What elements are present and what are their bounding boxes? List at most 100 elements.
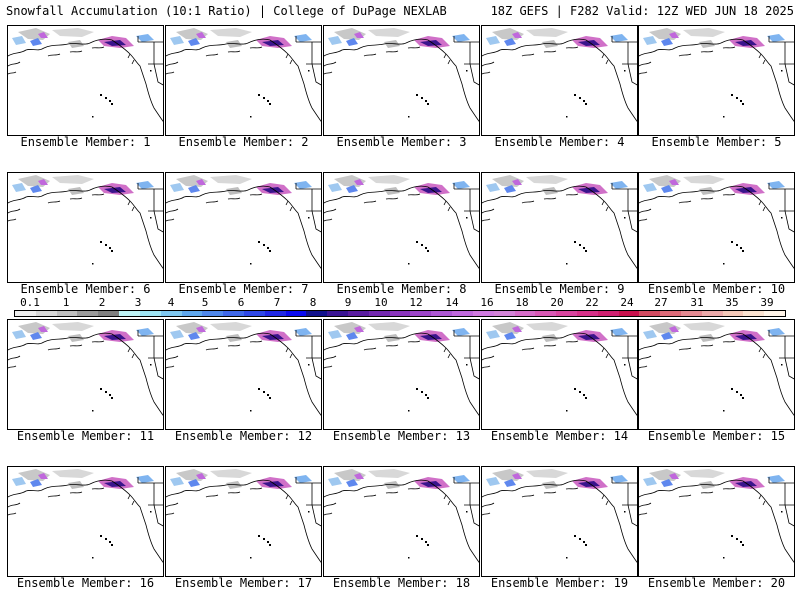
colorbar-swatch bbox=[77, 311, 99, 316]
snowfall-shading bbox=[12, 322, 154, 342]
islands bbox=[92, 217, 152, 265]
coastlines bbox=[639, 330, 794, 416]
snowfall-shading bbox=[170, 175, 312, 195]
colorbar-swatch bbox=[410, 311, 432, 316]
snowfall-colorbar bbox=[14, 310, 786, 317]
ensemble-member-label: Ensemble Member: 10 bbox=[647, 282, 786, 296]
snowfall-shading bbox=[170, 28, 312, 48]
ensemble-member-map bbox=[165, 172, 322, 283]
ensemble-member-map bbox=[7, 172, 164, 283]
coastlines bbox=[166, 183, 321, 269]
islands bbox=[566, 364, 626, 412]
colorbar-swatch bbox=[181, 311, 203, 316]
colorbar-label: 24 bbox=[620, 296, 634, 309]
snowfall-shading bbox=[170, 469, 312, 489]
colorbar-swatch bbox=[514, 311, 536, 316]
colorbar-label: 12 bbox=[409, 296, 423, 309]
ensemble-member-map bbox=[323, 172, 480, 283]
snowfall-shading bbox=[643, 28, 785, 48]
ensemble-member-map bbox=[7, 319, 164, 430]
islands bbox=[723, 511, 783, 559]
ensemble-member-map bbox=[323, 466, 480, 577]
ensemble-member-map bbox=[638, 466, 795, 577]
colorbar-swatch bbox=[368, 311, 390, 316]
ensemble-member-label: Ensemble Member: 2 bbox=[178, 135, 309, 149]
coastlines bbox=[166, 330, 321, 416]
colorbar-label: 22 bbox=[585, 296, 599, 309]
colorbar-swatch bbox=[535, 311, 557, 316]
ensemble-member-label: Ensemble Member: 16 bbox=[16, 576, 155, 590]
ensemble-member-map bbox=[481, 319, 638, 430]
colorbar-swatch bbox=[556, 311, 577, 316]
coastlines bbox=[639, 183, 794, 269]
colorbar-swatch bbox=[348, 311, 369, 316]
snowfall-shading bbox=[328, 175, 470, 195]
colorbar-label: 27 bbox=[654, 296, 668, 309]
coastlines bbox=[8, 477, 163, 563]
ensemble-member-map bbox=[165, 319, 322, 430]
ensemble-member-map bbox=[323, 25, 480, 136]
colorbar-swatch bbox=[472, 311, 494, 316]
colorbar-label: 6 bbox=[237, 296, 245, 309]
ensemble-member-map bbox=[638, 25, 795, 136]
islands bbox=[408, 217, 468, 265]
islands bbox=[723, 364, 783, 412]
coastlines bbox=[324, 183, 479, 269]
colorbar-label: 8 bbox=[309, 296, 317, 309]
ensemble-member-map bbox=[481, 25, 638, 136]
colorbar-swatch bbox=[493, 311, 515, 316]
colorbar-swatch bbox=[243, 311, 265, 316]
islands bbox=[250, 70, 310, 118]
snowfall-shading bbox=[12, 469, 154, 489]
islands bbox=[92, 511, 152, 559]
ensemble-member-map bbox=[481, 172, 638, 283]
colorbar-swatch bbox=[35, 311, 57, 316]
ensemble-member-label: Ensemble Member: 5 bbox=[651, 135, 782, 149]
colorbar-swatch bbox=[15, 311, 36, 316]
colorbar-label: 4 bbox=[167, 296, 175, 309]
coastlines bbox=[482, 330, 637, 416]
ensemble-member-label: Ensemble Member: 15 bbox=[647, 429, 786, 443]
ensemble-member-label: Ensemble Member: 9 bbox=[494, 282, 625, 296]
colorbar-swatch bbox=[764, 311, 786, 316]
snowfall-shading bbox=[643, 322, 785, 342]
islands bbox=[566, 70, 626, 118]
coastlines bbox=[482, 36, 637, 122]
colorbar-label: 0.1 bbox=[20, 296, 40, 309]
ensemble-member-label: Ensemble Member: 18 bbox=[332, 576, 471, 590]
colorbar-swatch bbox=[160, 311, 182, 316]
colorbar-label: 20 bbox=[550, 296, 564, 309]
snowfall-shading bbox=[486, 322, 628, 342]
islands bbox=[92, 364, 152, 412]
colorbar-label: 2 bbox=[98, 296, 106, 309]
snowfall-shading bbox=[12, 175, 154, 195]
colorbar-swatch bbox=[701, 311, 723, 316]
colorbar-swatch bbox=[576, 311, 598, 316]
coastlines bbox=[324, 36, 479, 122]
ensemble-member-label: Ensemble Member: 19 bbox=[490, 576, 629, 590]
map-title: Snowfall Accumulation (10:1 Ratio) | Col… bbox=[6, 4, 447, 18]
ensemble-member-map bbox=[165, 466, 322, 577]
snowfall-shading bbox=[486, 28, 628, 48]
coastlines bbox=[166, 36, 321, 122]
colorbar-label: 7 bbox=[273, 296, 281, 309]
snowfall-shading bbox=[486, 469, 628, 489]
ensemble-member-map bbox=[165, 25, 322, 136]
colorbar-swatch bbox=[56, 311, 78, 316]
colorbar-label: 5 bbox=[201, 296, 209, 309]
islands bbox=[408, 70, 468, 118]
ensemble-member-label: Ensemble Member: 13 bbox=[332, 429, 471, 443]
colorbar-label: 18 bbox=[515, 296, 529, 309]
model-valid-time: 18Z GEFS | F282 Valid: 12Z WED JUN 18 20… bbox=[490, 4, 794, 18]
colorbar-swatch bbox=[389, 311, 411, 316]
colorbar-swatch bbox=[431, 311, 453, 316]
snowfall-shading bbox=[328, 322, 470, 342]
coastlines bbox=[8, 330, 163, 416]
coastlines bbox=[324, 330, 479, 416]
ensemble-member-label: Ensemble Member: 3 bbox=[336, 135, 467, 149]
colorbar-swatch bbox=[119, 311, 140, 316]
ensemble-member-map bbox=[638, 172, 795, 283]
coastlines bbox=[166, 477, 321, 563]
islands bbox=[408, 511, 468, 559]
islands bbox=[408, 364, 468, 412]
